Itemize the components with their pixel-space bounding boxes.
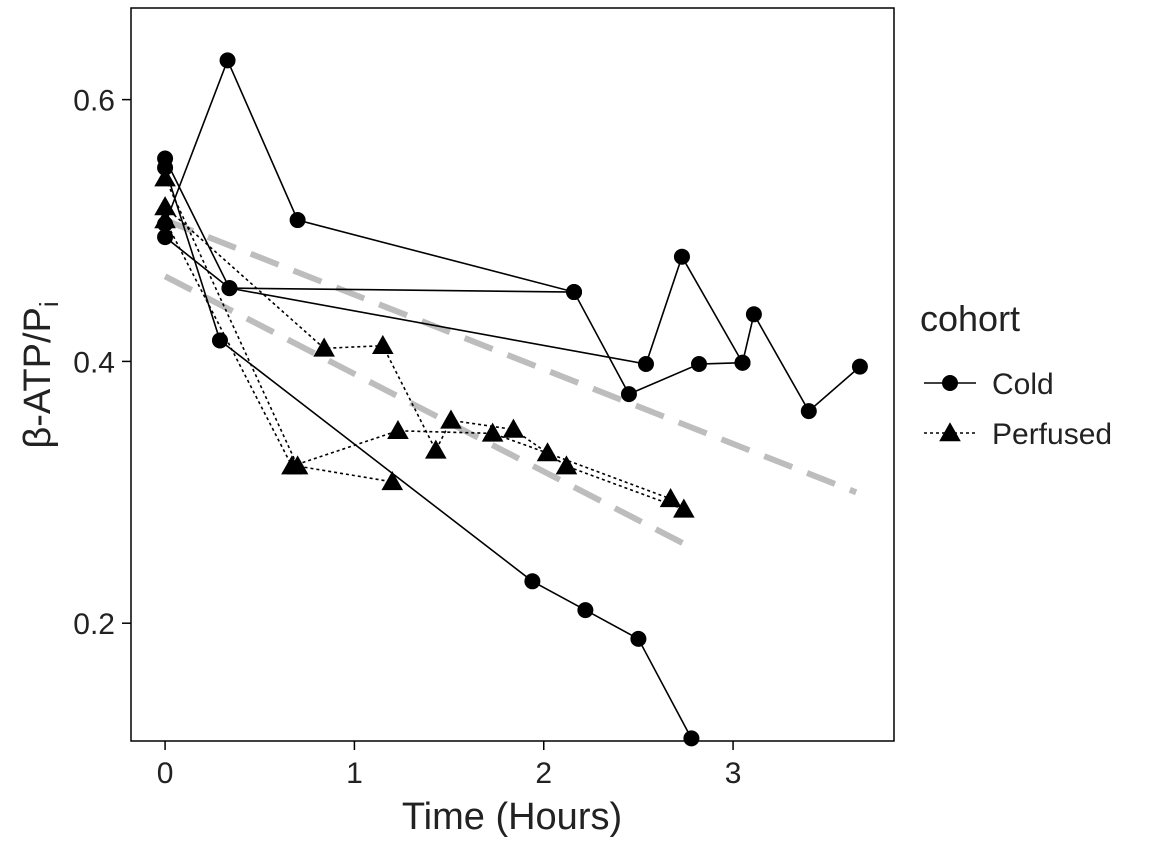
data-point-perfused [154, 167, 176, 187]
series-line-1-cold [164, 58, 861, 413]
data-point-perfused [481, 422, 504, 442]
x-tick-label: 2 [535, 757, 552, 790]
legend-label-perfused: Perfused [992, 418, 1112, 451]
legend-key-marker-cold [942, 375, 958, 391]
data-point-cold [637, 356, 654, 373]
data-point-cold [683, 730, 700, 747]
series-lines [164, 58, 861, 739]
data-point-cold [734, 354, 751, 371]
data-point-cold [221, 280, 238, 297]
x-axis-ticks: 0 1 2 3 [157, 741, 742, 790]
data-point-cold [800, 403, 817, 420]
x-axis-label: Time (Hours) [402, 796, 622, 838]
data-point-perfused [440, 409, 462, 429]
data-point-cold [289, 212, 306, 229]
data-point-perfused [154, 209, 176, 229]
data-point-perfused [555, 455, 578, 475]
x-tick-label: 3 [725, 757, 742, 790]
data-point-perfused [659, 488, 682, 508]
data-point-cold [566, 284, 583, 301]
y-axis-ticks: 0.2 0.4 0.6 [73, 85, 131, 641]
data-points [154, 52, 868, 747]
data-point-perfused [536, 442, 559, 462]
legend-key-marker-perfused [939, 422, 961, 442]
y-axis-label-main: β-ATP/P [17, 307, 59, 449]
data-point-perfused [381, 471, 404, 491]
data-point-perfused [387, 419, 409, 440]
series-line-4-cold [164, 167, 693, 739]
data-point-perfused [502, 418, 525, 438]
series-line-7-perfused [164, 177, 393, 483]
data-point-perfused [286, 455, 309, 475]
data-point-cold [630, 630, 647, 647]
x-tick-label: 0 [157, 757, 174, 790]
data-point-cold [620, 386, 637, 403]
data-point-cold [851, 358, 868, 375]
legend-label-cold: Cold [992, 368, 1054, 401]
data-point-perfused [154, 196, 176, 216]
data-point-cold [524, 573, 541, 590]
series-line-2-cold [164, 158, 575, 293]
y-tick-label: 0.6 [73, 85, 115, 118]
trend-line-cold [163, 217, 858, 496]
data-point-perfused [313, 337, 335, 357]
trend-line-perfused [163, 273, 688, 548]
data-point-cold [219, 52, 236, 69]
data-point-cold [745, 306, 762, 323]
series-line-5-perfused [164, 206, 685, 511]
data-point-cold [577, 602, 594, 619]
data-point-cold [673, 248, 690, 265]
trend-lines [163, 217, 858, 548]
data-point-perfused [673, 498, 695, 518]
y-tick-label: 0.2 [73, 608, 115, 641]
y-tick-label: 0.4 [73, 346, 115, 379]
data-point-perfused [425, 439, 447, 459]
series-line-6-perfused [164, 219, 671, 500]
data-point-perfused [372, 334, 394, 354]
plot-panel-border [130, 7, 895, 742]
y-axis-label: β-ATP/Pi [17, 301, 64, 448]
data-point-cold [690, 356, 707, 373]
legend-items: Cold Perfused [924, 368, 1112, 451]
data-point-cold [211, 332, 228, 349]
x-tick-label: 1 [346, 757, 363, 790]
legend-title: cohort [920, 298, 1020, 339]
y-axis-label-subscript: i [34, 301, 64, 307]
legend: cohort Cold Perfused [920, 298, 1112, 451]
data-point-cold [157, 229, 174, 246]
